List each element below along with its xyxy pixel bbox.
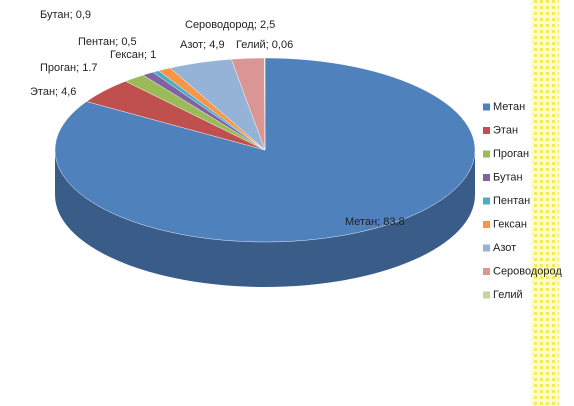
legend-label: Пентан [493, 195, 530, 207]
legend-label: Бутан [493, 171, 523, 183]
slice-side [55, 150, 475, 287]
legend-label: Гексан [493, 218, 527, 230]
legend-swatch [483, 268, 490, 275]
data-label: Проган; 1.7 [40, 62, 98, 74]
data-label: Пентан; 0,5 [78, 36, 137, 48]
data-label: Бутан; 0,9 [40, 9, 91, 21]
legend-swatch [483, 291, 490, 299]
side-decoration [531, 0, 559, 406]
data-label: Метан; 83,8 [345, 216, 405, 228]
legend-label: Проган [493, 148, 529, 160]
legend-label: Метан [493, 101, 525, 113]
data-label: Гексан; 1 [110, 49, 156, 61]
legend-swatch [483, 127, 490, 134]
data-label: Сероводород; 2,5 [185, 19, 275, 31]
legend-swatch [483, 244, 490, 252]
legend-swatch [483, 103, 490, 111]
data-label: Азот; 4,9 [180, 39, 225, 51]
data-label: Этан; 4,6 [30, 86, 76, 98]
legend-label: Азот [493, 242, 516, 254]
legend-swatch [483, 221, 490, 228]
data-label: Гелий; 0,06 [236, 39, 293, 51]
legend-label: Гелий [493, 289, 523, 301]
legend-swatch [483, 150, 490, 158]
legend-swatch [483, 197, 490, 205]
legend-label: Этан [493, 124, 518, 136]
legend-swatch [483, 174, 490, 181]
slice [264, 57, 266, 151]
legend-label: Сероводород [493, 265, 562, 277]
